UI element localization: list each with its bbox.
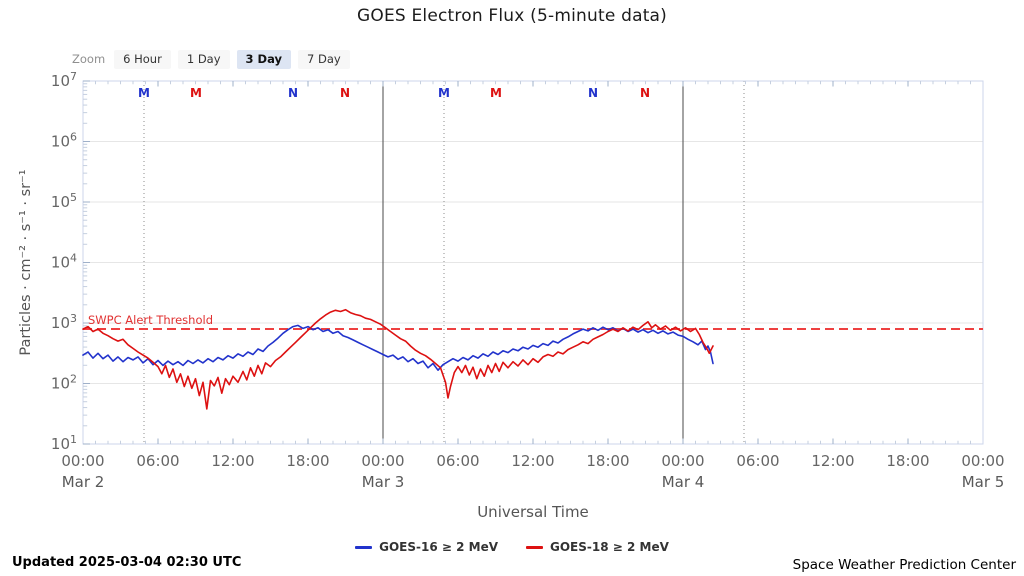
y-axis-tick-label: 103 xyxy=(51,312,77,332)
y-axis-title: Particles · cm⁻² · s⁻¹ · sr⁻¹ xyxy=(18,169,34,355)
legend-item-goes18[interactable]: GOES-18 ≥ 2 MeV xyxy=(526,540,669,554)
source-credit: Space Weather Prediction Center xyxy=(792,557,1016,573)
chart-legend: GOES-16 ≥ 2 MeV GOES-18 ≥ 2 MeV xyxy=(0,540,1024,554)
y-axis-tick-label: 104 xyxy=(51,252,77,272)
goes-16-noon-marker: N xyxy=(288,86,298,100)
x-axis-time-label: 06:00 xyxy=(436,452,479,470)
zoom-toolbar: Zoom 6 Hour 1 Day 3 Day 7 Day xyxy=(72,49,357,69)
x-axis-date-label: Mar 4 xyxy=(662,473,705,491)
x-axis-time-label: 06:00 xyxy=(136,452,179,470)
y-axis-tick-label: 101 xyxy=(51,433,77,453)
goes18-legend-label: GOES-18 ≥ 2 MeV xyxy=(550,540,669,554)
goes-18-noon-marker: N xyxy=(640,86,650,100)
goes-18-midnight-marker: M xyxy=(190,86,202,100)
x-axis-time-label: 00:00 xyxy=(61,452,104,470)
zoom-6-hour-button[interactable]: 6 Hour xyxy=(114,49,171,69)
y-axis-tick-label: 105 xyxy=(51,191,77,211)
goes-16-midnight-marker: M xyxy=(438,86,450,100)
goes-16-noon-marker: N xyxy=(588,86,598,100)
plot-area: SWPC Alert Threshold M M N N M M N N 00:00 Mar 2 06… xyxy=(18,70,1005,521)
y-axis-tick-label: 106 xyxy=(51,131,77,151)
x-axis-time-label: 12:00 xyxy=(811,452,854,470)
x-axis-time-label: 18:00 xyxy=(586,452,629,470)
zoom-1-day-button[interactable]: 1 Day xyxy=(177,49,230,69)
x-axis-time-label: 06:00 xyxy=(736,452,779,470)
x-axis-time-label: 18:00 xyxy=(286,452,329,470)
x-axis-date-label: Mar 5 xyxy=(962,473,1005,491)
goes-16-midnight-marker: M xyxy=(138,86,150,100)
x-axis-time-label: 00:00 xyxy=(661,452,704,470)
goes16-legend-label: GOES-16 ≥ 2 MeV xyxy=(379,540,498,554)
updated-timestamp: Updated 2025-03-04 02:30 UTC xyxy=(12,555,242,570)
y-axis-tick-label: 107 xyxy=(51,70,77,90)
zoom-7-day-button[interactable]: 7 Day xyxy=(298,49,350,69)
goes-18-series-line[interactable] xyxy=(82,308,714,410)
legend-item-goes16[interactable]: GOES-16 ≥ 2 MeV xyxy=(355,540,498,554)
x-axis-time-label: 18:00 xyxy=(886,452,929,470)
goes-18-noon-marker: N xyxy=(340,86,350,100)
goes16-legend-dash-icon xyxy=(355,545,373,549)
goes-18-midnight-marker: M xyxy=(490,86,502,100)
x-axis-time-label: 00:00 xyxy=(361,452,404,470)
y-axis-tick-label: 102 xyxy=(51,373,77,393)
goes18-legend-dash-icon xyxy=(526,545,543,549)
zoom-3-day-button[interactable]: 3 Day xyxy=(236,49,291,69)
x-axis-time-label: 12:00 xyxy=(211,452,254,470)
zoom-label: Zoom xyxy=(72,52,106,66)
x-axis-date-label: Mar 2 xyxy=(62,473,105,491)
x-axis-time-label: 00:00 xyxy=(961,452,1004,470)
x-axis-time-label: 12:00 xyxy=(511,452,554,470)
x-axis-date-label: Mar 3 xyxy=(362,473,405,491)
swpc-alert-threshold-label: SWPC Alert Threshold xyxy=(88,313,213,327)
x-axis-title: Universal Time xyxy=(477,503,589,521)
chart-title: GOES Electron Flux (5-minute data) xyxy=(356,6,668,26)
